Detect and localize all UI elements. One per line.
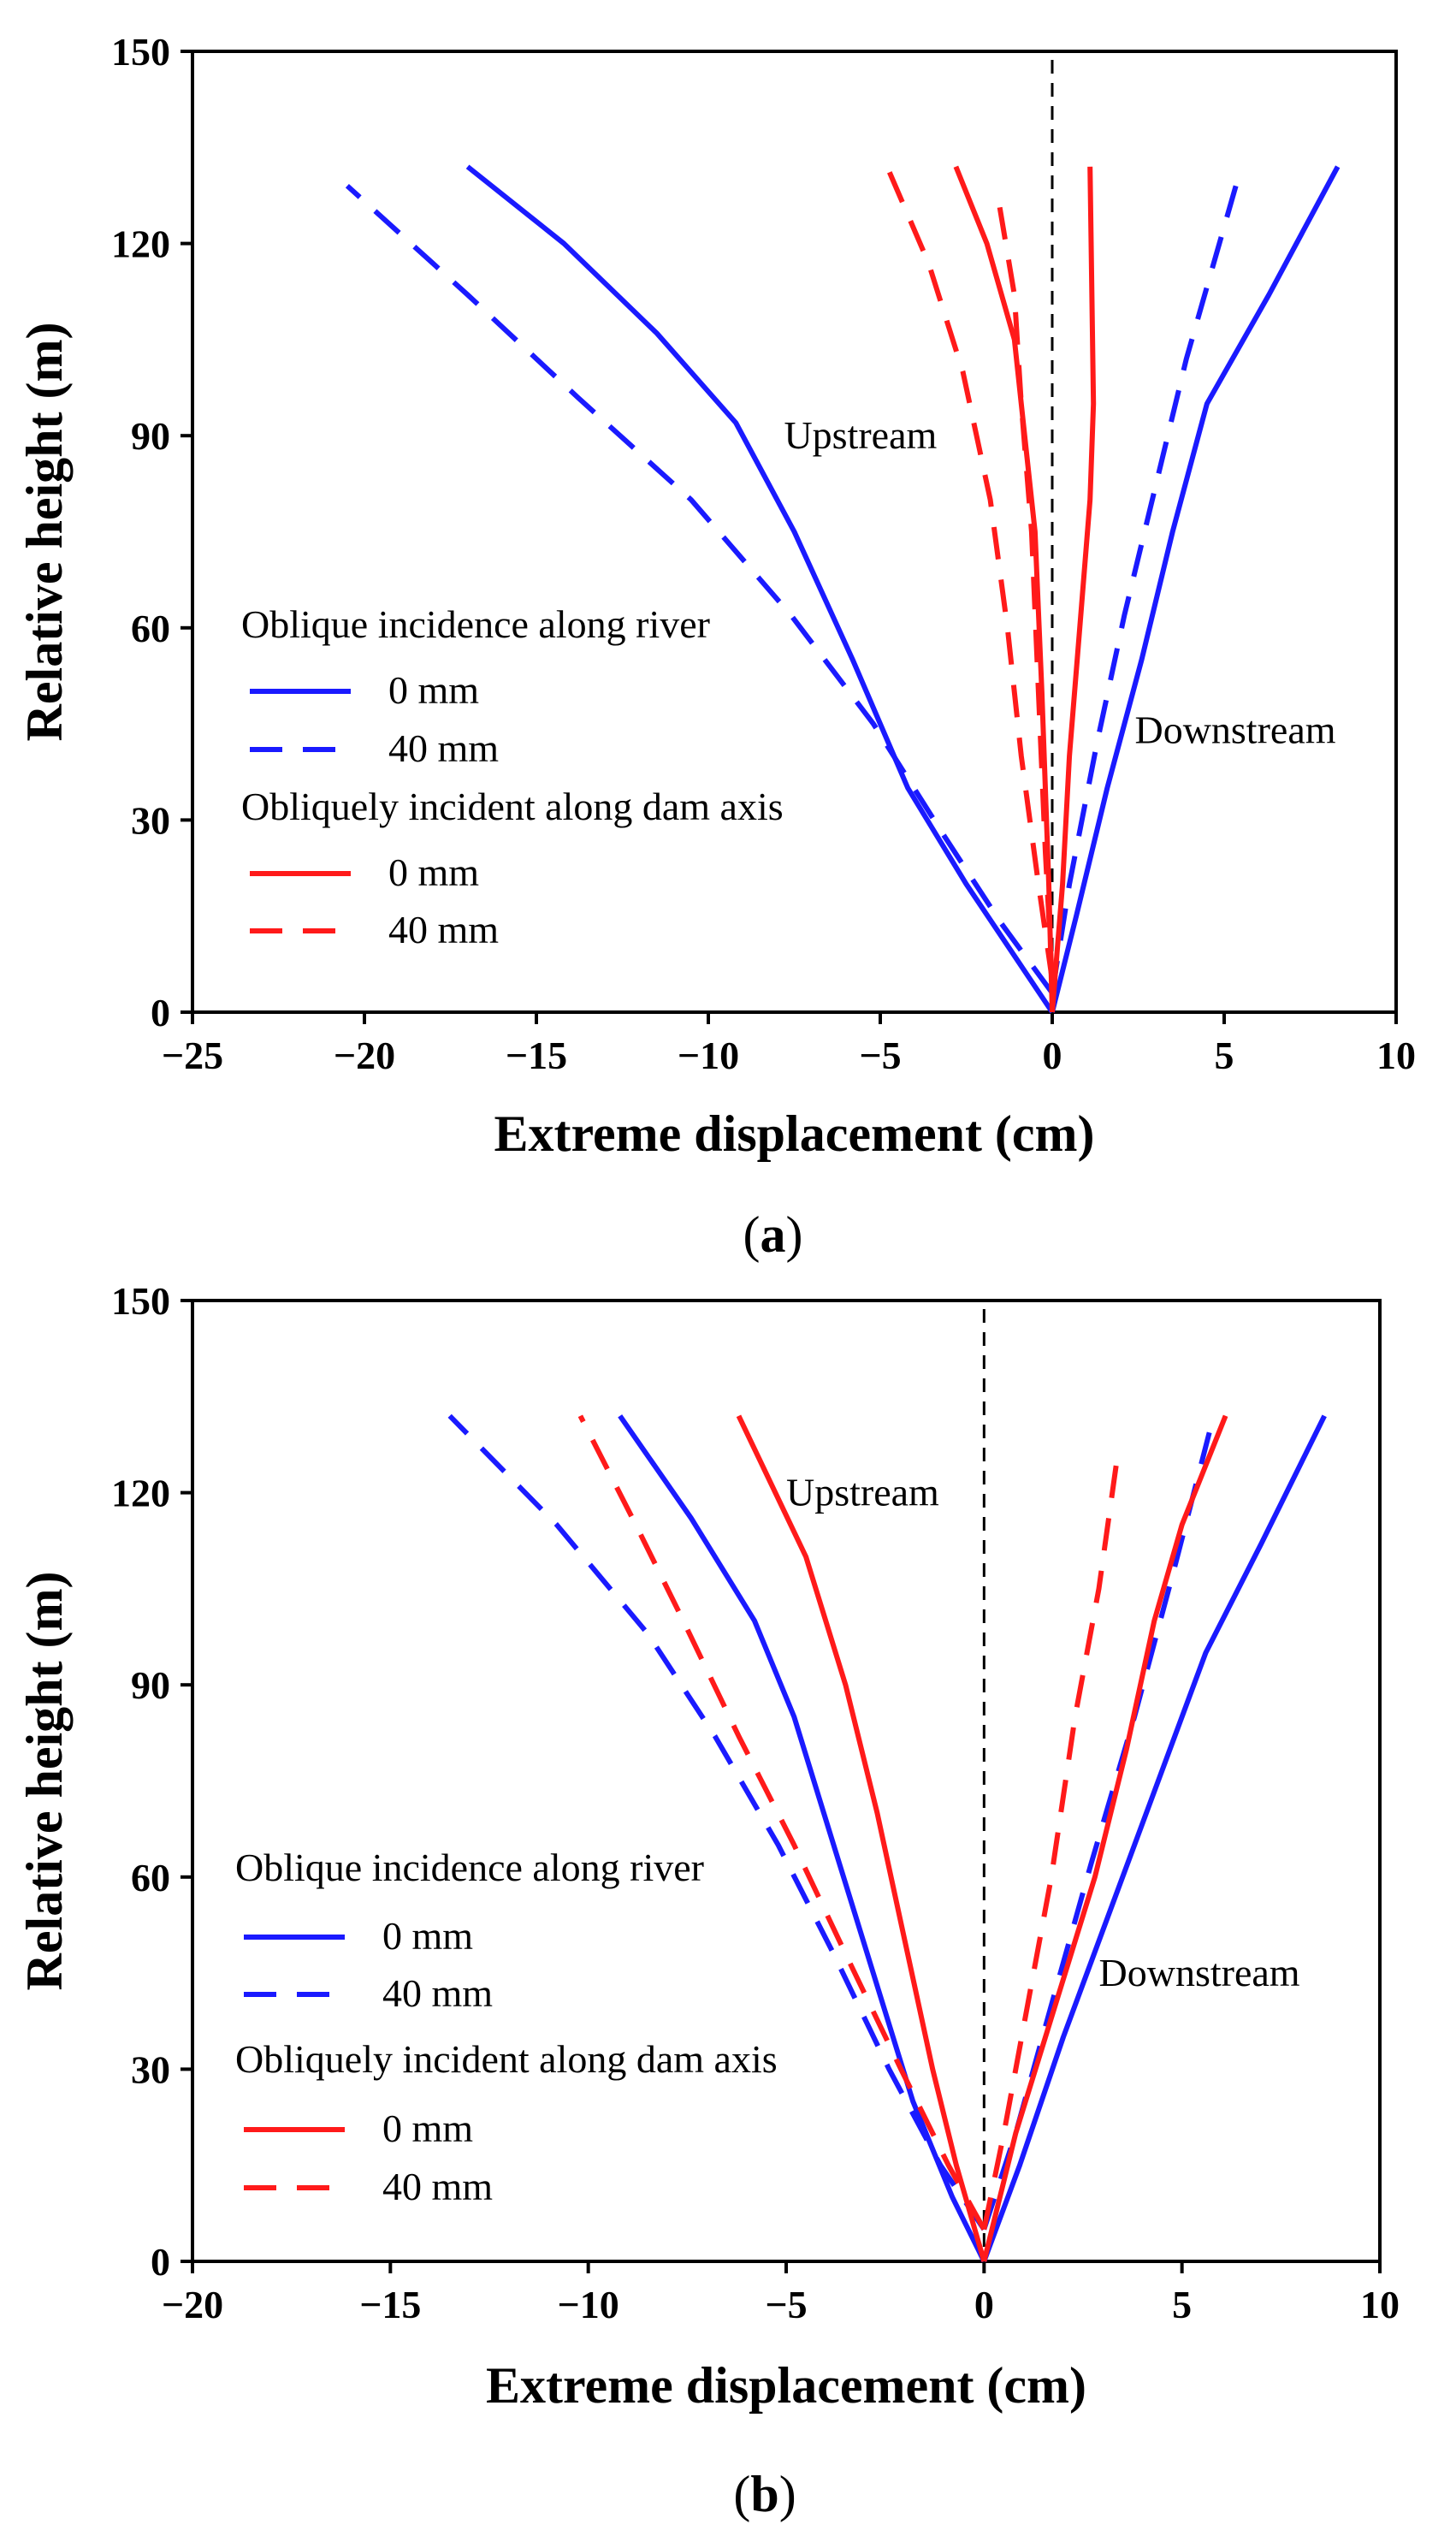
x-tick-label: −20 <box>334 1034 395 1077</box>
annotation-upstream: Upstream <box>784 413 937 457</box>
series-line-axis_0mm-upstream <box>736 1414 987 2262</box>
y-tick-label: 90 <box>131 414 170 458</box>
x-tick-label: 0 <box>1043 1034 1062 1077</box>
legend-group-title: Obliquely incident along dam axis <box>241 785 784 828</box>
legend-label-river_0mm: 0 mm <box>382 1914 473 1958</box>
caption-open-paren: ( <box>733 2466 750 2522</box>
x-tick-label: −25 <box>162 1034 223 1077</box>
y-tick-label: 150 <box>111 30 170 74</box>
y-tick-label: 60 <box>131 1856 170 1899</box>
x-tick-label: −10 <box>678 1034 739 1077</box>
legend-label-axis_40mm: 40 mm <box>382 2165 493 2208</box>
x-axis-label: Extreme displacement (cm) <box>486 2357 1086 2414</box>
x-tick-label: 5 <box>1215 1034 1234 1077</box>
series-line-river_40mm-downstream <box>981 1415 1216 2231</box>
series-line-river_0mm-downstream <box>1050 165 1341 1013</box>
y-tick-label: 60 <box>131 607 170 650</box>
series-line-axis_0mm-downstream <box>1050 166 1097 1013</box>
x-tick-label: −15 <box>506 1034 567 1077</box>
x-axis-label: Extreme displacement (cm) <box>494 1105 1094 1162</box>
series-line-axis_40mm-upstream <box>885 165 1055 981</box>
series-line-river_40mm-upstream <box>345 183 1055 995</box>
series-line-river_0mm-upstream <box>465 164 1055 1014</box>
annotation-downstream: Downstream <box>1134 708 1335 752</box>
x-tick-label: −10 <box>558 2283 619 2326</box>
y-tick-label: 0 <box>151 2240 170 2284</box>
legend-group-title: Oblique incidence along river <box>241 602 710 646</box>
y-axis-label: Relative height (m) <box>16 1572 73 1991</box>
y-tick-label: 30 <box>131 798 170 842</box>
legend-group-title: Oblique incidence along river <box>235 1846 704 1889</box>
legend-group-title: Obliquely incident along dam axis <box>235 2037 778 2081</box>
caption-close-paren: ) <box>779 2466 796 2522</box>
series-line-river_40mm-upstream <box>447 1413 986 2231</box>
x-tick-label: −15 <box>359 2283 421 2326</box>
panel-a: −25 −20 −15 −10 −5 0 5 10 0 30 60 90 120 150 Extreme d… <box>16 30 1416 1263</box>
x-tick-label: −5 <box>859 1034 901 1077</box>
x-tick-label: 0 <box>974 2283 994 2326</box>
y-tick-label: 90 <box>131 1663 170 1707</box>
caption-close-paren: ) <box>786 1206 803 1263</box>
x-tick-label: −5 <box>765 2283 807 2326</box>
series-line-river_40mm-downstream <box>1050 165 1244 993</box>
legend-label-axis_0mm: 0 mm <box>388 850 479 894</box>
annotation-downstream: Downstream <box>1099 1951 1300 1994</box>
annotation-upstream: Upstream <box>786 1471 939 1514</box>
x-tick-label: −20 <box>162 2283 223 2326</box>
legend-label-river_40mm: 40 mm <box>382 1971 493 2015</box>
series-line-axis_40mm-downstream <box>994 192 1055 981</box>
y-tick-label: 120 <box>111 222 170 266</box>
plot-frame <box>191 50 1398 1014</box>
series-line-river_0mm-downstream <box>981 1414 1327 2263</box>
legend-label-river_0mm: 0 mm <box>388 668 479 712</box>
caption-letter: b <box>750 2466 778 2522</box>
x-tick-label: 5 <box>1172 2283 1192 2326</box>
series-line-axis_40mm-downstream <box>981 1447 1122 2231</box>
legend-label-axis_40mm: 40 mm <box>388 908 499 951</box>
caption-letter: a <box>761 1206 786 1263</box>
legend-label-river_40mm: 40 mm <box>388 726 499 770</box>
panel-caption: (b) <box>733 2466 796 2522</box>
panel-caption: (a) <box>743 1206 803 1263</box>
legend-label-axis_0mm: 0 mm <box>382 2106 473 2150</box>
y-tick-label: 150 <box>111 1279 170 1323</box>
x-tick-label: 10 <box>1376 1034 1416 1077</box>
x-tick-label: 10 <box>1360 2283 1400 2326</box>
series-line-axis_0mm-downstream <box>981 1414 1228 2262</box>
y-axis-label: Relative height (m) <box>16 323 73 742</box>
y-tick-label: 30 <box>131 2047 170 2091</box>
y-tick-label: 120 <box>111 1472 170 1515</box>
y-tick-label: 0 <box>151 991 170 1034</box>
caption-open-paren: ( <box>743 1206 761 1263</box>
panel-b: −20 −15 −10 −5 0 5 10 0 30 60 90 120 150 Extreme disp… <box>16 1279 1400 2522</box>
series-line-axis_40mm-upstream <box>577 1414 986 2231</box>
